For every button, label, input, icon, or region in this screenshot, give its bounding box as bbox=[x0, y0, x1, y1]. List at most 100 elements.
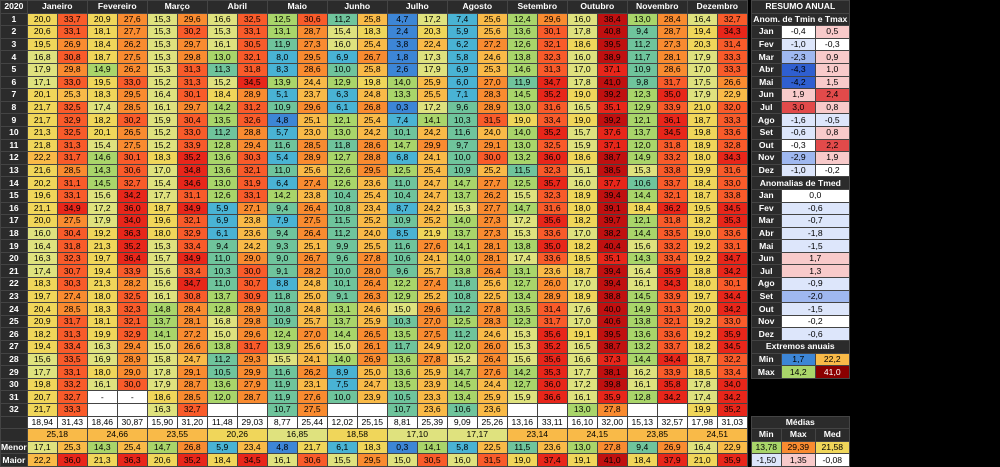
temperature-cell: 20,0 bbox=[26, 12, 58, 27]
temperature-cell: 40,4 bbox=[596, 239, 628, 253]
avg-cell: 33,11 bbox=[536, 415, 568, 430]
temperature-cell: 34,3 bbox=[716, 25, 748, 39]
temperature-cell: 18,0 bbox=[86, 365, 118, 379]
maior-cell: 16,0 bbox=[446, 453, 478, 467]
temperature-cell: 21,7 bbox=[26, 113, 58, 127]
temperature-cell: 33,9 bbox=[656, 365, 688, 379]
temperature-cell: 15,3 bbox=[146, 62, 178, 77]
temperature-cell: 12,1 bbox=[626, 214, 658, 228]
temperature-cell: 13,8 bbox=[446, 264, 478, 279]
temperature-cell: 33,0 bbox=[716, 176, 748, 190]
temperature-cell: 30,3 bbox=[56, 277, 88, 291]
maior-cell: 36,0 bbox=[56, 453, 88, 467]
temperature-cell: 15,0 bbox=[206, 327, 238, 342]
temperature-cell: 30,0 bbox=[236, 264, 268, 279]
temperature-cell: 27,3 bbox=[476, 226, 508, 241]
temperature-cell: 25,9 bbox=[476, 390, 508, 404]
anomalias-value: 1,35 bbox=[780, 453, 816, 467]
temperature-cell: 6,4 bbox=[266, 176, 298, 190]
temperature-cell: 9,9 bbox=[326, 239, 358, 253]
temperature-cell: 10,5 bbox=[206, 365, 238, 379]
temperature-cell: 33,4 bbox=[656, 251, 688, 266]
avg-cell: 25,26 bbox=[476, 415, 508, 430]
summary-month-label: Ago bbox=[750, 277, 782, 291]
temperature-cell: 35,2 bbox=[536, 125, 568, 140]
temperature-cell: 11,2 bbox=[626, 37, 658, 52]
temperature-cell: 16,0 bbox=[566, 50, 598, 64]
temperature-cell bbox=[626, 403, 658, 417]
temperature-cell: 23,4 bbox=[356, 201, 388, 216]
temperature-cell: 8,7 bbox=[386, 201, 418, 216]
temperature-cell: 32,2 bbox=[716, 352, 748, 367]
temperature-cell: 18,3 bbox=[146, 151, 178, 165]
temperature-cell: 17,4 bbox=[86, 100, 118, 115]
temperature-cell: 33,9 bbox=[116, 264, 148, 279]
temperature-cell: 24,6 bbox=[476, 50, 508, 64]
temperature-cell: 24,2 bbox=[416, 201, 448, 216]
day-label: 1 bbox=[0, 12, 28, 27]
temperature-cell: 20,0 bbox=[26, 214, 58, 228]
temperature-cell: 10,9 bbox=[386, 214, 418, 228]
monthly-mean-cell: 23,55 bbox=[146, 428, 208, 442]
temperature-cell: 15,6 bbox=[506, 352, 538, 367]
month-header: Maio bbox=[266, 0, 328, 14]
temperature-cell: 25,3 bbox=[56, 88, 88, 102]
temperature-cell: 23,8 bbox=[236, 214, 268, 228]
temperature-cell: 25,4 bbox=[356, 113, 388, 127]
avg-cell: 29,03 bbox=[236, 415, 268, 430]
temperature-cell: 27,6 bbox=[296, 390, 328, 404]
avg-cell: 32,00 bbox=[596, 415, 628, 430]
temperature-cell: 13,8 bbox=[626, 314, 658, 329]
temperature-cell: 18,4 bbox=[86, 37, 118, 52]
temperature-cell: 19,4 bbox=[26, 340, 58, 354]
temperature-cell: 9,7 bbox=[446, 138, 478, 153]
temperature-cell: 35,6 bbox=[536, 327, 568, 342]
day-label: 30 bbox=[0, 377, 28, 392]
summary-month-label: Fev bbox=[750, 37, 782, 52]
menor-cell: 22,9 bbox=[716, 440, 748, 455]
temperature-cell: 16,3 bbox=[86, 340, 118, 354]
temperature-cell: 28,5 bbox=[56, 163, 88, 178]
temperature-cell: 28,9 bbox=[476, 100, 508, 115]
temperature-cell: 18,3 bbox=[86, 88, 118, 102]
temperature-cell: 35,1 bbox=[596, 251, 628, 266]
temperature-cell: 12,4 bbox=[506, 12, 538, 27]
temperature-cell: 11,6 bbox=[266, 365, 298, 379]
temperature-cell: 18,3 bbox=[356, 25, 388, 39]
temperature-cell: 33,4 bbox=[716, 365, 748, 379]
maior-cell: 20,6 bbox=[146, 453, 178, 467]
temperature-cell: 20,6 bbox=[26, 25, 58, 39]
month-header: Junho bbox=[326, 0, 388, 14]
temperature-cell: 12,6 bbox=[326, 163, 358, 178]
anomaly-value: -0,3 bbox=[814, 37, 850, 52]
temperature-cell: 33,7 bbox=[656, 176, 688, 190]
temperature-cell: 19,0 bbox=[566, 88, 598, 102]
temperature-cell: 32,7 bbox=[56, 390, 88, 404]
temperature-cell: 15,6 bbox=[146, 264, 178, 279]
temperature-cell: 12,8 bbox=[206, 138, 238, 153]
temperature-cell: 24,2 bbox=[416, 125, 448, 140]
temperature-cell: 32,1 bbox=[536, 37, 568, 52]
avg-cell: 31,43 bbox=[56, 415, 88, 430]
temperature-cell: 33,3 bbox=[716, 50, 748, 64]
temperature-cell: 3,8 bbox=[386, 37, 418, 52]
tmed-anomaly-value: -0,9 bbox=[780, 277, 850, 291]
temperature-cell: 29,4 bbox=[236, 138, 268, 153]
day-label: 22 bbox=[0, 277, 28, 291]
temperature-cell: 36,0 bbox=[536, 151, 568, 165]
temperature-cell: 13,7 bbox=[626, 125, 658, 140]
temperature-cell: 13,7 bbox=[446, 188, 478, 203]
temperature-cell: 25,1 bbox=[296, 239, 328, 253]
temperature-cell: 21,9 bbox=[416, 226, 448, 241]
temperature-cell: 33,4 bbox=[56, 340, 88, 354]
temperature-cell: 17,1 bbox=[26, 75, 58, 90]
temperature-cell: 12,9 bbox=[326, 75, 358, 90]
temperature-cell: 32,8 bbox=[716, 138, 748, 153]
temperature-cell: 11,2 bbox=[206, 352, 238, 367]
monthly-mean-cell: 24,15 bbox=[566, 428, 628, 442]
temperature-cell: 23,6 bbox=[356, 176, 388, 190]
temperature-cell: 29,7 bbox=[176, 37, 208, 52]
temperature-cell: 15,6 bbox=[86, 188, 118, 203]
temperature-cell: 29,4 bbox=[116, 340, 148, 354]
temperature-cell: 19,0 bbox=[566, 113, 598, 127]
